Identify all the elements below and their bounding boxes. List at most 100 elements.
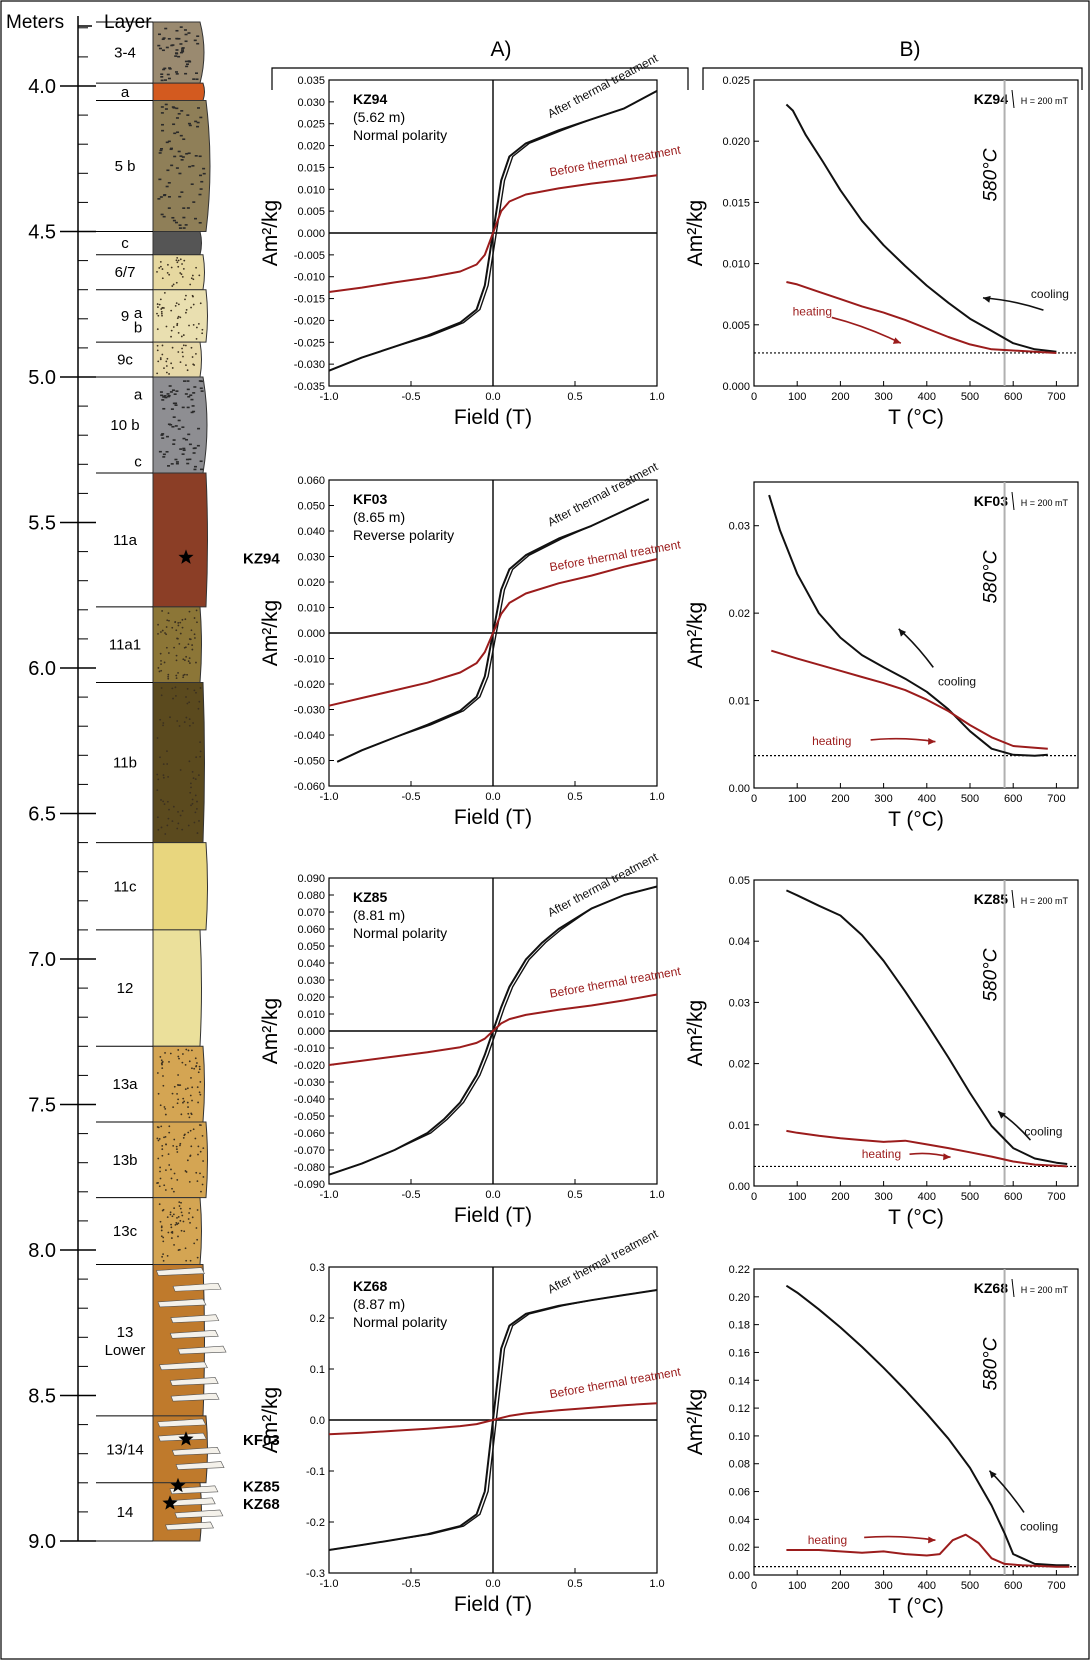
layer-texture-dot xyxy=(197,1145,200,1148)
layer-label: 13 Lower xyxy=(105,1324,146,1359)
series-line-black xyxy=(785,889,1068,1165)
layer-texture-dot xyxy=(191,1067,193,1070)
y-tick-label: 0.1 xyxy=(310,1364,325,1376)
layer-texture-dot xyxy=(176,1179,179,1181)
layer-texture-clast xyxy=(172,439,176,441)
layer-texture-dot xyxy=(175,629,178,632)
layer-texture-dot xyxy=(160,826,163,829)
series-line-red xyxy=(786,1129,1068,1168)
layer-texture-clast xyxy=(171,216,175,219)
layer-texture-dot xyxy=(176,637,178,640)
layer-texture-dot xyxy=(174,686,177,689)
y-tick-label: 0.06 xyxy=(729,1487,750,1499)
layer-texture-plate xyxy=(157,1298,207,1308)
chart-b-kf03: 0 100 200 300 400 500 600 700 0.00 0.01 0.02 0.03 T … xyxy=(684,481,1079,831)
x-tick-label: 600 xyxy=(1004,793,1022,805)
layer-texture-dot xyxy=(201,1134,204,1137)
sample-name: KZ85 xyxy=(353,889,387,905)
layer-texture-dot xyxy=(166,763,169,765)
layer-texture-dot xyxy=(199,1150,202,1153)
series-line-branch xyxy=(328,90,658,372)
layer-texture-dot xyxy=(177,622,180,624)
series-line-branch xyxy=(328,885,658,1176)
layer-texture-clast xyxy=(199,468,203,471)
annotation-label: heating xyxy=(812,734,851,748)
layer-texture-dot xyxy=(171,687,174,690)
x-tick-label: 1.0 xyxy=(649,791,664,803)
y-axis-label: Am²/kg xyxy=(684,1000,707,1067)
layer-texture-dot xyxy=(171,1092,174,1095)
layer-texture-dot xyxy=(165,626,168,628)
layer-texture-clast xyxy=(175,29,179,32)
layer-texture-clast xyxy=(169,391,173,393)
layer-body xyxy=(152,100,211,232)
layer-texture-dot xyxy=(159,1220,162,1223)
panel-b-bracket xyxy=(702,67,1083,90)
layer-texture-dot xyxy=(163,803,166,806)
layer-texture-dot xyxy=(181,263,183,265)
layer-texture-dot xyxy=(167,652,170,654)
layer-texture-clast xyxy=(161,129,165,132)
layer-texture-dot xyxy=(196,1256,199,1259)
layer-texture-clast xyxy=(165,451,169,453)
layer-texture-dot xyxy=(187,1049,190,1052)
layer-texture-dot xyxy=(199,741,201,744)
layer-texture-dot xyxy=(161,1148,164,1151)
layer-texture-clast xyxy=(161,38,165,41)
layer-texture-clast xyxy=(169,148,173,151)
y-axis-label: Am²/kg xyxy=(259,1387,282,1454)
y-tick-label: 0.060 xyxy=(297,924,325,936)
layer-texture-dot xyxy=(182,344,185,347)
layer-texture-clast xyxy=(163,79,167,81)
layer-texture-dot xyxy=(171,820,174,823)
y-tick-label: 0.025 xyxy=(722,75,750,87)
layer-texture-dot xyxy=(162,1236,165,1239)
layer-texture-dot xyxy=(161,1255,164,1258)
layer-texture-clast xyxy=(181,50,185,53)
layer-texture-dot xyxy=(176,827,179,830)
layer-texture-dot xyxy=(195,1065,197,1068)
layer-texture-dot xyxy=(187,1112,190,1115)
sample-star-marker xyxy=(178,1431,194,1446)
layer-texture-dot xyxy=(178,1057,180,1060)
layer-texture-clast xyxy=(173,155,177,158)
x-tick-label: -1.0 xyxy=(320,791,339,803)
layer-texture-clast xyxy=(182,227,186,229)
layer-texture-dot xyxy=(190,1112,193,1115)
layer-texture-dot xyxy=(199,302,202,305)
y-tick-label: 0.00 xyxy=(729,1570,750,1582)
layer-texture-clast xyxy=(158,47,162,50)
layer-texture-dot xyxy=(164,1052,166,1054)
sample-star-marker xyxy=(162,1495,178,1510)
layer-texture-dot xyxy=(172,805,175,808)
y-tick-label: 0.005 xyxy=(722,320,750,332)
layer-texture-dot xyxy=(177,259,180,262)
annotation-arrowhead xyxy=(898,628,907,637)
layer-texture-dot xyxy=(177,672,179,674)
layer-texture-clast xyxy=(193,465,197,468)
layer-texture-clast xyxy=(159,196,163,198)
layer-texture-clast xyxy=(160,106,164,108)
layer-texture-dot xyxy=(161,610,163,612)
y-tick-label: 0.05 xyxy=(729,875,750,887)
y-tick-label: 0.08 xyxy=(729,1459,750,1471)
layer-texture-dot xyxy=(186,1101,189,1104)
layer-texture-dot xyxy=(182,1097,185,1100)
y-tick-label: 0.03 xyxy=(729,997,750,1009)
layer-texture-dot xyxy=(175,654,178,657)
layer-texture-dot xyxy=(199,1093,202,1096)
layer-texture-clast xyxy=(170,164,174,167)
layer-texture-dot xyxy=(195,808,198,810)
curie-reference-label: 580°C xyxy=(981,948,1002,1001)
layer-texture-clast xyxy=(160,213,164,216)
x-tick-label: 0.5 xyxy=(567,391,582,403)
x-tick-label: -1.0 xyxy=(320,1189,339,1201)
layer-texture-clast xyxy=(176,131,180,134)
layer-texture-dot xyxy=(176,720,179,722)
layer-texture-clast xyxy=(181,453,185,455)
sample-info: Normal polarity xyxy=(353,1314,447,1330)
layer-texture-dot xyxy=(188,1116,191,1119)
layer-body xyxy=(152,82,205,102)
layer-texture-clast xyxy=(164,27,168,30)
depth-tick-label: 7.0 xyxy=(28,949,56,971)
